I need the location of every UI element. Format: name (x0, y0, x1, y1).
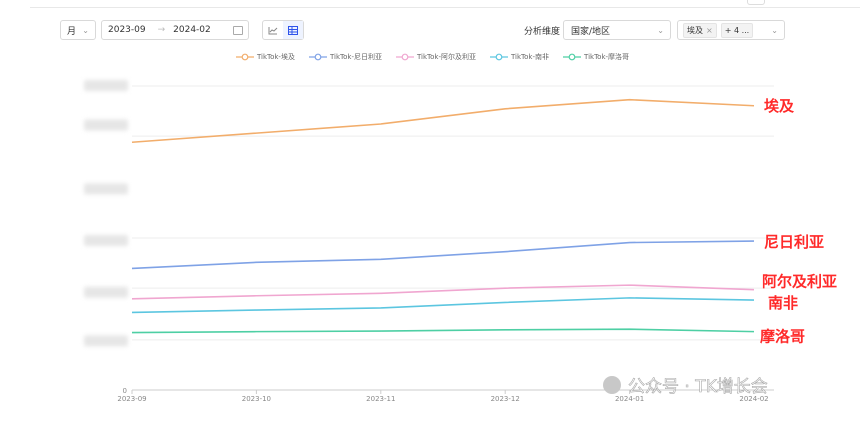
y-tick-label: 0 (123, 387, 127, 395)
selected-tag: 埃及 × (683, 22, 717, 38)
arrow-right-icon: → (157, 25, 166, 35)
legend-marker-icon (563, 53, 582, 61)
legend-item[interactable]: TikTok-尼日利亚 (308, 50, 382, 64)
line-chart-icon (268, 26, 278, 34)
legend-label: TikTok-埃及 (256, 53, 295, 61)
y-tick-label-blurred (84, 286, 128, 298)
x-tick-label: 2023-10 (242, 395, 271, 403)
legend-label: TikTok-尼日利亚 (329, 53, 382, 61)
close-icon[interactable]: × (706, 25, 713, 35)
x-tick-label: 2024-01 (615, 395, 644, 403)
selected-tag-label: 埃及 (687, 25, 703, 35)
series-line-2 (131, 240, 755, 270)
legend-marker-icon (395, 53, 414, 61)
period-select[interactable]: 月 ⌄ (60, 20, 96, 40)
legend-item[interactable]: TikTok-阿尔及利亚 (395, 50, 476, 64)
legend-item[interactable]: TikTok-摩洛哥 (563, 50, 629, 64)
dimension-select-value: 国家/地区 (571, 26, 611, 37)
dimension-label: 分析维度 (524, 27, 561, 37)
filter-toolbar: 月 ⌄ 2023-09 → 2024-02 分析维度 国家/地区 ⌄ 埃及 × +… (0, 0, 865, 56)
legend-marker-icon (235, 53, 254, 61)
date-range-picker[interactable]: 2023-09 → 2024-02 (101, 20, 249, 40)
y-tick-label-blurred (84, 183, 128, 195)
series-line-3 (131, 284, 755, 300)
legend-label: TikTok-摩洛哥 (584, 53, 630, 61)
y-tick-label-blurred (84, 80, 128, 91)
legend-label: TikTok-阿尔及利亚 (416, 53, 476, 61)
panel-corner (747, 0, 765, 5)
table-view-button[interactable] (283, 21, 303, 39)
chart-legend: TikTok-埃及 TikTok-尼日利亚 TikTok-阿尔及利亚 TikTok-南… (0, 50, 865, 64)
series-annotation: 南非 (768, 294, 798, 312)
series-line-4 (131, 297, 755, 314)
line-chart-view-button[interactable] (263, 21, 283, 39)
legend-label: TikTok-南非 (511, 53, 550, 61)
more-tags-badge[interactable]: + 4 ... (720, 22, 754, 38)
x-tick-label: 2023-11 (366, 395, 395, 403)
legend-item[interactable]: TikTok-南非 (490, 50, 549, 64)
series-line-1 (131, 98, 755, 144)
series-annotation: 阿尔及利亚 (762, 273, 837, 291)
series-annotation: 埃及 (764, 97, 795, 115)
y-tick-label-blurred (84, 335, 128, 347)
date-start-value[interactable]: 2023-09 (108, 25, 146, 35)
view-toggle (262, 20, 304, 40)
country-multiselect[interactable]: 埃及 × + 4 ... ⌄ (677, 20, 785, 40)
x-tick-label: 2024-02 (739, 395, 768, 403)
y-tick-label-blurred (84, 119, 128, 131)
dimension-select[interactable]: 国家/地区 ⌄ (563, 20, 671, 40)
legend-item[interactable]: TikTok-埃及 (235, 50, 295, 64)
date-end-value[interactable]: 2024-02 (173, 25, 211, 35)
chevron-down-icon: ⌄ (657, 25, 664, 35)
period-select-value: 月 (67, 26, 77, 37)
legend-marker-icon (490, 53, 508, 61)
series-annotation: 尼日利亚 (764, 233, 824, 251)
calendar-icon (233, 25, 243, 35)
chevron-down-icon: ⌄ (771, 25, 778, 35)
series-annotation: 摩洛哥 (760, 328, 805, 346)
table-icon (288, 25, 298, 35)
y-tick-label-blurred (84, 235, 128, 247)
wechat-icon (603, 376, 621, 394)
chevron-down-icon: ⌄ (82, 25, 89, 35)
series-line-5 (131, 328, 755, 334)
x-tick-label: 2023-12 (491, 395, 520, 403)
watermark-text: 公众号 · TK增长会 (628, 377, 768, 397)
x-tick-label: 2023-09 (117, 395, 146, 403)
legend-marker-icon (308, 53, 327, 61)
top-divider (30, 7, 860, 8)
